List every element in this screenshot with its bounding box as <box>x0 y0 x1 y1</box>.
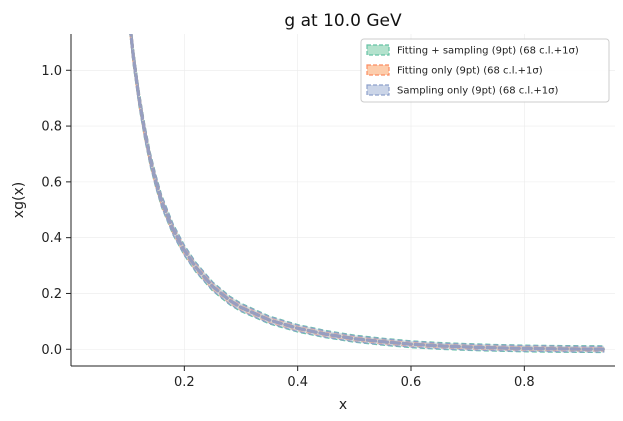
legend-swatch-1 <box>366 64 390 76</box>
band-series-2 <box>129 34 605 353</box>
y-tick-label-0: 0.0 <box>41 343 62 358</box>
chart-title: g at 10.0 GeV <box>284 11 402 31</box>
x-tick-label-3: 0.8 <box>514 375 535 390</box>
legend-swatch-2 <box>366 84 390 96</box>
x-tick-label-1: 0.4 <box>287 375 308 390</box>
y-tick-label-4: 0.8 <box>41 120 62 135</box>
y-tick-label-3: 0.6 <box>41 175 62 190</box>
legend-label-2: Sampling only (9pt) (68 c.l.+1σ) <box>397 86 558 97</box>
uncertainty-bands <box>129 34 605 354</box>
y-tick-label-5: 1.0 <box>41 64 62 79</box>
y-tick-label-2: 0.4 <box>41 231 62 246</box>
legend-box <box>360 38 610 103</box>
legend-label-0: Fitting + sampling (9pt) (68 c.l.+1σ) <box>397 46 579 57</box>
line-series-2 <box>129 34 606 351</box>
legend-swatch-0 <box>366 44 390 56</box>
legend-label-1: Fitting only (9pt) (68 c.l.+1σ) <box>397 66 543 77</box>
x-tick-label-0: 0.2 <box>174 375 195 390</box>
legend: Fitting + sampling (9pt) (68 c.l.+1σ) Fit… <box>360 38 610 103</box>
x-axis-label: x <box>339 397 347 413</box>
y-axis-label: xg(x) <box>11 182 27 218</box>
x-tick-label-2: 0.6 <box>401 375 422 390</box>
x-ticks: 0.2 0.4 0.6 0.8 <box>174 366 535 390</box>
series-lines <box>129 34 606 351</box>
y-tick-label-1: 0.2 <box>41 287 62 302</box>
y-ticks: 0.0 0.2 0.4 0.6 0.8 1.0 <box>41 64 71 358</box>
